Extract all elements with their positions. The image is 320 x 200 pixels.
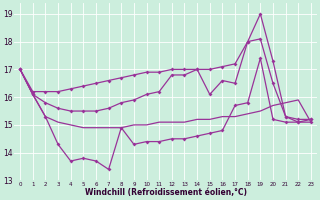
X-axis label: Windchill (Refroidissement éolien,°C): Windchill (Refroidissement éolien,°C) bbox=[84, 188, 246, 197]
